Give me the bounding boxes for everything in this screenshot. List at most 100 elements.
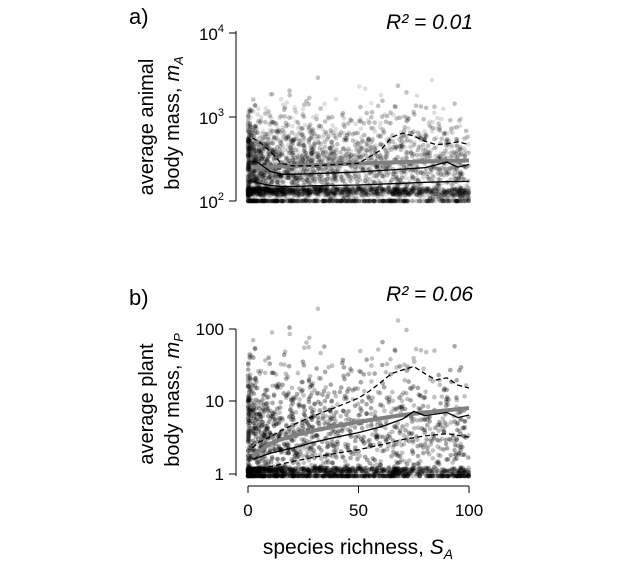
panel-a-scatter-point [337, 168, 342, 173]
panel-a-scatter-point [402, 198, 407, 204]
panel-a-scatter-point [439, 136, 445, 141]
panel-a-scatter-point [388, 110, 393, 115]
panel-a-scatter-point [297, 152, 303, 158]
panel-a-scatter-point [253, 198, 258, 204]
panel-a-scatter-point [314, 174, 320, 180]
panel-a-scatter-point [430, 188, 436, 193]
panel-a-scatter-point [385, 198, 391, 204]
panel-a-scatter-point [394, 190, 400, 195]
panel-a-scatter-point [259, 185, 265, 191]
panel-a-scatter-point [399, 163, 405, 169]
panel-a-scatter-point [457, 152, 463, 157]
panel-a-scatter-point [307, 122, 313, 127]
panel-a-scatter-point [269, 115, 274, 120]
panel-a-scatter-point [303, 188, 309, 194]
panel-a-scatter-point [429, 128, 435, 134]
panel-a-scatter-point [328, 198, 334, 204]
panel-a-scatter-point [256, 172, 262, 178]
panel-a-scatter-point [338, 177, 343, 182]
panel-a-scatter-point [347, 174, 352, 179]
panel-a-scatter-point [413, 103, 419, 108]
panel-a-scatter-point [453, 176, 458, 182]
panel-a-scatter-point [408, 190, 413, 196]
panel-a-scatter-point [413, 177, 418, 183]
panel-a-scatter-point [300, 143, 306, 149]
panel-a-scatter-point [393, 198, 399, 204]
panel-a-scatter-point [410, 198, 416, 204]
panel-a-scatter-point [300, 140, 306, 145]
panel-a-scatter-point [441, 106, 446, 111]
panel-a-scatter-point [413, 169, 419, 174]
panel-a-scatter-point [461, 198, 467, 204]
panel-a-scatter-point [400, 192, 406, 198]
panel-a-scatter-point [331, 185, 337, 191]
panel-a-scatter-point [333, 173, 339, 178]
panel-a-scatter-point [435, 182, 440, 187]
panel-a-scatter-point [272, 194, 277, 200]
panel-a-scatter-point [420, 198, 426, 204]
panel-a-scatter-point [430, 188, 436, 193]
panel-a-scatter-point [274, 191, 280, 197]
panel-a-scatter-point [334, 157, 339, 162]
panel-a-scatter-point [333, 147, 339, 152]
panel-a-scatter-point [433, 186, 439, 192]
panel-a-scatter-point [287, 198, 293, 204]
panel-a-scatter-point [402, 128, 407, 134]
panel-a-scatter-point [277, 188, 282, 194]
panel-a-scatter-point [355, 130, 361, 136]
panel-a-scatter-point [258, 134, 263, 140]
panel-a-scatter-point [301, 157, 306, 163]
panel-a-scatter-point [273, 188, 278, 193]
panel-a-scatter-point [452, 193, 457, 199]
panel-a-scatter-point [454, 136, 460, 142]
panel-a-scatter-point [269, 189, 275, 195]
panel-a-scatter-point [442, 130, 447, 136]
panel-a-scatter-point [329, 139, 334, 145]
panel-a-scatter-point [388, 198, 394, 204]
panel-a-scatter-point [423, 132, 429, 137]
panel-a-scatter-point [383, 153, 389, 159]
panel-a-scatter-point [454, 143, 460, 148]
panel-a-scatter-point [364, 172, 369, 177]
panel-a-scatter-point [280, 198, 286, 204]
panel-a-scatter-point [253, 130, 258, 136]
panel-a-scatter-point [454, 198, 460, 204]
panel-a-scatter-point [286, 145, 292, 150]
panel-a-scatter-point [367, 186, 373, 192]
panel-a-scatter-point [293, 191, 299, 196]
panel-a-scatter-point [248, 184, 253, 189]
panel-a-scatter-point [432, 104, 437, 109]
panel-a-scatter-point [249, 128, 255, 133]
panel-a-scatter-point [348, 198, 354, 204]
panel-a-scatter-point [250, 196, 256, 201]
panel-a-scatter-point [454, 125, 460, 130]
panel-a-scatter-point [378, 92, 384, 98]
panel-a-scatter-point [432, 136, 437, 142]
panel-a-scatter-point [418, 191, 423, 197]
panel-a-scatter-point [359, 134, 364, 140]
panel-a-scatter-point [307, 194, 313, 199]
panel-a-scatter-point [292, 105, 298, 110]
panel-a-scatter-point [311, 114, 316, 120]
panel-a-scatter-point [380, 98, 385, 104]
panel-a-scatter-point [414, 198, 420, 204]
panel-a-scatter-point [249, 187, 255, 193]
panel-a-scatter-point [390, 192, 395, 197]
panel-a-scatter-point [421, 194, 426, 199]
panel-a-scatter-point [381, 198, 386, 204]
panel-a-scatter-point [413, 185, 419, 191]
panel-a-scatter-point [368, 100, 374, 106]
panel-a-scatter-point [250, 168, 255, 174]
panel-a-scatter-point [343, 175, 349, 181]
panel-a-scatter-point [360, 167, 366, 172]
panel-a-scatter-point [448, 117, 453, 123]
panel-a-scatter-point [389, 147, 394, 152]
panel-a-scatter-point [274, 193, 279, 198]
panel-a-scatter-point [337, 133, 343, 138]
panel-a-scatter-point [326, 134, 331, 139]
panel-a-scatter-point [391, 198, 396, 204]
panel-a-scatter-point [284, 156, 289, 161]
panel-a-scatter-point [264, 185, 270, 190]
panel-a-scatter-point [248, 198, 253, 204]
panel-a-scatter-point [304, 177, 310, 183]
